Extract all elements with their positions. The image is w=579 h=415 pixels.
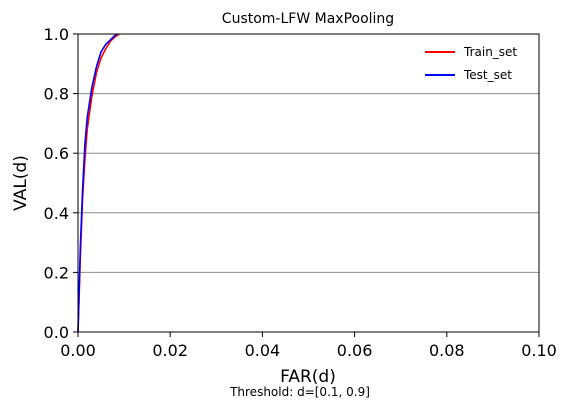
y-tick-label: 0.4 <box>44 204 69 223</box>
legend-label-test: Test_set <box>463 68 512 82</box>
y-tick-label: 0.8 <box>44 85 69 104</box>
legend: Train_set Test_set <box>425 45 517 82</box>
x-ticks: 0.00 0.02 0.04 0.06 0.08 0.10 <box>60 332 557 360</box>
series-lines <box>77 33 120 333</box>
y-tick-label: 0.6 <box>44 144 69 163</box>
legend-label-train: Train_set <box>463 45 517 59</box>
x-tick-label: 0.00 <box>60 341 96 360</box>
y-tick-label: 0.0 <box>44 323 69 342</box>
x-tick-label: 0.04 <box>245 341 281 360</box>
y-tick-label: 1.0 <box>44 25 69 44</box>
threshold-note: Threshold: d=[0.1, 0.9] <box>229 385 370 399</box>
x-tick-label: 0.06 <box>337 341 373 360</box>
y-ticks: 0.0 0.2 0.4 0.6 0.8 1.0 <box>44 25 78 342</box>
series-line-train <box>77 33 120 333</box>
x-tick-label: 0.02 <box>152 341 188 360</box>
chart-title: Custom-LFW MaxPooling <box>222 11 394 27</box>
x-tick-label: 0.08 <box>429 341 465 360</box>
series-line-test <box>77 33 118 333</box>
y-axis-label: VAL(d) <box>11 155 31 211</box>
x-axis-label: FAR(d) <box>280 367 336 387</box>
x-tick-label: 0.10 <box>521 341 557 360</box>
grid <box>78 93 539 273</box>
y-tick-label: 0.2 <box>44 263 69 282</box>
plot-frame <box>77 33 540 333</box>
